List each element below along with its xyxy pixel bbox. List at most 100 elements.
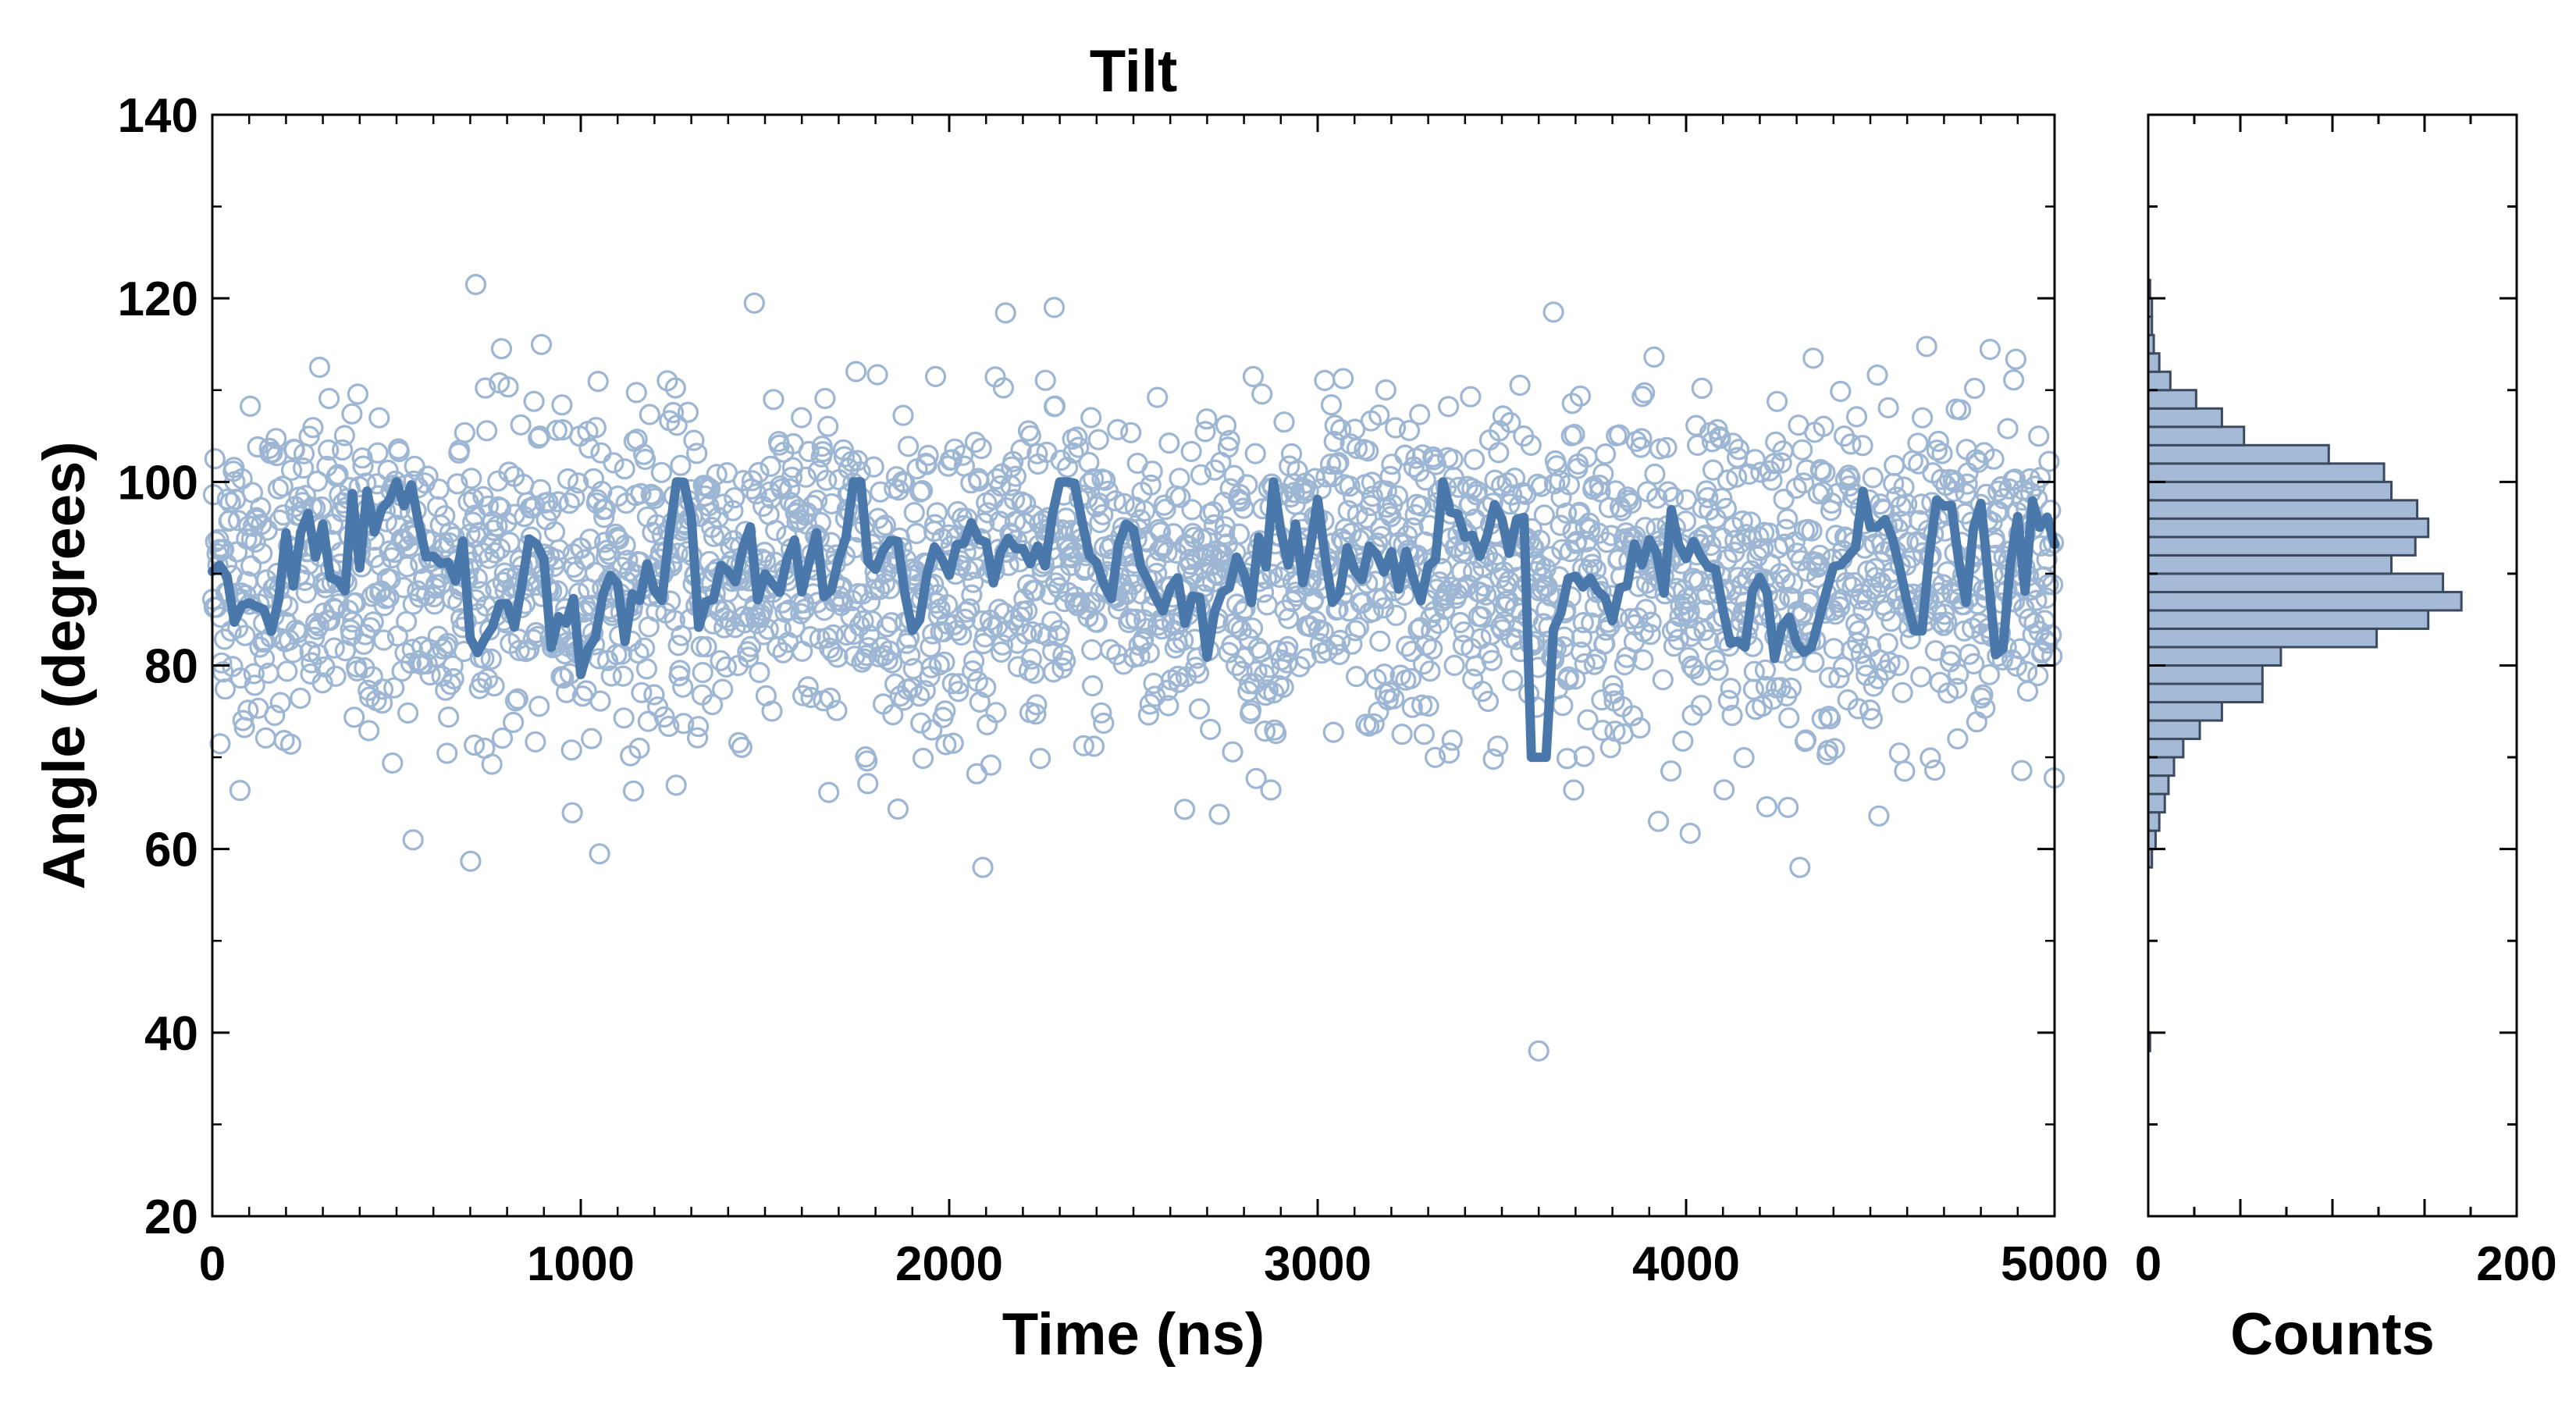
- scatter-point: [1228, 523, 1251, 545]
- scatter-point: [959, 598, 980, 620]
- scatter-point: [975, 676, 997, 699]
- histogram-bars: [2147, 279, 2463, 1052]
- scatter-point: [308, 356, 330, 379]
- scatter-point: [2038, 450, 2060, 472]
- scatter-point: [341, 403, 363, 425]
- scatter-point: [404, 455, 425, 477]
- scatter-point: [1383, 688, 1405, 710]
- scatter-point: [250, 496, 272, 518]
- scatter-point: [1347, 617, 1370, 639]
- scatter-point: [1502, 670, 1524, 692]
- scatter-point: [264, 704, 286, 727]
- scatter-point: [892, 404, 914, 426]
- scatter-point: [1149, 521, 1172, 543]
- scatter-point: [382, 752, 404, 774]
- scatter-point: [795, 466, 817, 488]
- histogram-bar: [2147, 443, 2330, 465]
- scatter-point: [368, 407, 390, 429]
- scatter-point: [630, 482, 652, 505]
- scatter-point: [236, 528, 258, 550]
- scatter-point: [1847, 698, 1869, 720]
- scatter-point: [561, 802, 583, 824]
- scatter-point: [362, 611, 384, 633]
- scatter-point: [1558, 474, 1581, 496]
- scatter-point: [1748, 525, 1770, 548]
- scatter-point: [752, 600, 774, 621]
- scatter-point: [447, 473, 468, 495]
- scatter-point: [1044, 395, 1066, 417]
- scatter-point: [1855, 655, 1877, 677]
- scatter-point: [1781, 572, 1803, 594]
- scatter-point: [1147, 386, 1169, 408]
- scatter-point: [1226, 616, 1249, 638]
- main-panel: 0 1000 2000 3000 4000 5000 20 40 60 80 100 120 140 Ti…: [31, 38, 2108, 1368]
- scatter-point: [1955, 482, 1976, 504]
- scatter-point: [1852, 435, 1873, 457]
- histogram-bar: [2147, 646, 2282, 667]
- scatter-point: [1232, 600, 1254, 623]
- scatter-point: [1632, 649, 1654, 671]
- scatter-point: [1120, 422, 1142, 443]
- scatter-point: [639, 404, 660, 425]
- scatter-point: [1936, 611, 1958, 633]
- scatter-point: [311, 672, 333, 694]
- scatter-point: [760, 455, 781, 478]
- scatter-point: [265, 428, 287, 450]
- x-tick-label: 1000: [527, 1237, 635, 1291]
- scatter-point: [1704, 649, 1726, 671]
- scatter-point: [1761, 469, 1783, 491]
- scatter-point: [992, 377, 1015, 399]
- scatter-point: [2030, 467, 2051, 489]
- scatter-point: [1846, 632, 1869, 654]
- scatter-point: [468, 521, 489, 543]
- scatter-point: [1190, 464, 1212, 486]
- scatter-point: [530, 333, 553, 355]
- scatter-point: [1086, 611, 1108, 633]
- y-tick-label: 60: [144, 824, 198, 877]
- scatter-point: [798, 440, 820, 463]
- scatter-point: [283, 439, 305, 461]
- scatter-point: [1240, 699, 1262, 721]
- scatter-point: [1755, 675, 1777, 698]
- scatter-point: [272, 475, 294, 497]
- scatter-point: [282, 642, 304, 664]
- scatter-point: [1927, 430, 1949, 453]
- scatter-point: [1840, 433, 1862, 455]
- scatter-point: [1956, 473, 1978, 495]
- scatter-point: [672, 676, 694, 698]
- scatter-point: [351, 447, 373, 469]
- scatter-point: [1475, 597, 1496, 620]
- scatter-point: [546, 419, 568, 441]
- scatter-point: [857, 773, 879, 795]
- scatter-point: [1487, 735, 1509, 757]
- scatter-point: [817, 415, 839, 437]
- scatter-point: [1793, 472, 1815, 494]
- scatter-point: [1314, 369, 1336, 391]
- scatter-point: [683, 429, 705, 451]
- scatter-point: [2005, 348, 2026, 370]
- scatter-point: [1722, 432, 1744, 454]
- scatter-point: [948, 681, 970, 703]
- scatter-point: [988, 598, 1010, 621]
- scatter-point: [1431, 557, 1453, 579]
- scatter-point: [687, 716, 710, 738]
- scatter-point: [1509, 374, 1531, 397]
- scatter-point: [1391, 723, 1413, 745]
- scatter-point: [205, 596, 227, 618]
- scatter-point: [1959, 643, 1980, 665]
- scatter-point: [1424, 746, 1446, 768]
- scatter-point: [563, 556, 585, 578]
- scatter-point: [863, 456, 884, 478]
- scatter-point: [483, 675, 505, 697]
- scatter-point: [1561, 393, 1583, 415]
- histogram-panel: 0 200 Counts: [2135, 113, 2557, 1368]
- scatter-point: [1156, 542, 1178, 564]
- scatter-point: [821, 641, 844, 663]
- scatter-point: [1073, 735, 1094, 756]
- scatter-point: [523, 390, 545, 412]
- scatter-point: [560, 739, 582, 761]
- scatter-point: [1697, 486, 1719, 509]
- chart-title: Tilt: [1090, 38, 1178, 105]
- scatter-point: [1783, 649, 1805, 671]
- scatter-point: [1385, 604, 1407, 627]
